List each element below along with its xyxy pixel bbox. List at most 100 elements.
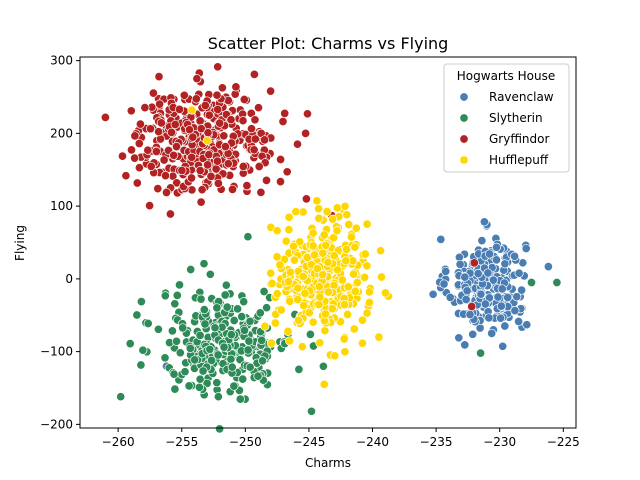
data-point — [160, 171, 171, 181]
plot-frame — [79, 56, 577, 429]
data-point — [255, 308, 265, 318]
data-point — [294, 315, 304, 325]
data-point — [242, 181, 252, 191]
data-point — [138, 345, 148, 355]
data-point — [344, 219, 354, 230]
data-point — [203, 128, 213, 138]
data-point — [266, 86, 276, 96]
x-tick-label: −250 — [229, 435, 262, 449]
y-tick-label: 200 — [50, 126, 73, 140]
data-point — [177, 165, 187, 176]
data-point — [476, 348, 486, 358]
data-point — [310, 250, 320, 260]
data-point — [285, 267, 295, 277]
data-point — [301, 194, 311, 204]
data-point — [213, 178, 223, 188]
y-tick-label: −200 — [40, 417, 73, 431]
data-point — [256, 187, 266, 197]
data-point — [462, 286, 472, 296]
data-point — [154, 127, 164, 137]
data-point — [136, 360, 146, 370]
data-point — [154, 72, 164, 82]
x-tick-label: −260 — [102, 435, 135, 449]
data-point — [293, 294, 303, 305]
data-point — [267, 278, 277, 289]
data-point — [187, 152, 197, 162]
data-point — [318, 270, 328, 280]
data-point — [266, 338, 276, 348]
legend-label: Gryffindor — [489, 132, 550, 146]
data-point — [362, 261, 372, 271]
data-point — [237, 312, 247, 322]
data-point — [308, 241, 318, 251]
data-point — [282, 167, 292, 177]
data-point — [341, 244, 352, 254]
data-point — [121, 171, 131, 181]
data-point — [275, 177, 286, 187]
data-point — [349, 324, 359, 334]
data-point — [512, 292, 522, 302]
y-axis-label: Flying — [13, 225, 27, 261]
data-point — [175, 348, 185, 358]
data-point — [200, 100, 210, 111]
data-point — [357, 338, 367, 348]
data-point — [222, 302, 232, 312]
data-point — [148, 88, 158, 98]
data-point — [135, 119, 145, 129]
data-point — [364, 287, 374, 297]
data-point — [497, 284, 507, 294]
y-tick-label: −100 — [40, 345, 73, 359]
data-point — [184, 381, 194, 391]
data-point — [272, 289, 282, 299]
data-point — [314, 213, 324, 223]
data-point — [206, 171, 216, 181]
data-point — [260, 321, 270, 331]
data-point — [238, 116, 248, 126]
data-point — [460, 340, 470, 350]
data-point — [493, 292, 503, 302]
data-point — [323, 287, 333, 297]
data-point — [473, 269, 483, 279]
data-point — [339, 300, 350, 310]
data-point — [184, 125, 195, 135]
legend-label: Ravenclaw — [489, 90, 554, 104]
data-point — [136, 297, 146, 307]
x-tick-label: −235 — [420, 435, 453, 449]
data-point — [262, 303, 272, 313]
data-point — [116, 392, 126, 402]
data-point — [191, 94, 201, 104]
data-point — [186, 173, 197, 183]
data-point — [166, 127, 177, 137]
data-point — [178, 323, 188, 333]
data-point — [151, 146, 161, 157]
data-point — [207, 355, 217, 365]
data-point — [167, 326, 177, 336]
data-point — [319, 379, 329, 389]
data-point — [199, 259, 209, 269]
data-point — [292, 139, 303, 149]
legend-marker — [459, 113, 469, 123]
x-axis-ticks: −260 −255 −250 −245 −240 −235 −230 −225 — [102, 428, 580, 449]
data-point — [199, 305, 209, 315]
data-point — [245, 362, 255, 372]
x-tick-label: −225 — [547, 435, 580, 449]
data-point — [526, 277, 537, 288]
data-point — [219, 131, 229, 141]
data-point — [332, 203, 342, 213]
data-point — [126, 106, 136, 116]
data-point — [169, 150, 179, 160]
data-point — [195, 330, 205, 340]
data-point — [276, 154, 286, 165]
data-point — [500, 259, 510, 269]
legend-box — [443, 63, 570, 173]
data-point — [436, 234, 446, 244]
data-point — [140, 103, 150, 113]
data-point — [238, 374, 248, 384]
data-point — [332, 226, 342, 236]
data-point — [245, 316, 255, 326]
data-point — [196, 124, 206, 134]
data-point — [304, 308, 314, 318]
data-point — [312, 264, 322, 274]
data-point — [308, 228, 318, 238]
data-point — [327, 304, 337, 314]
